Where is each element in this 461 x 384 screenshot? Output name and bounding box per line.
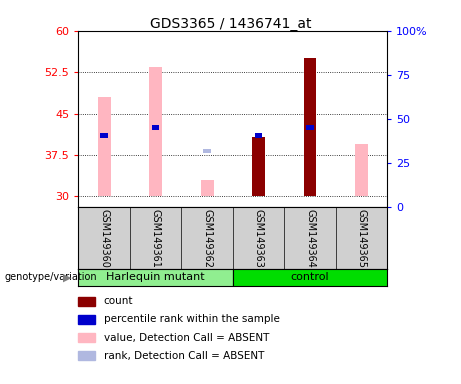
Text: ▶: ▶ xyxy=(63,272,71,283)
Text: control: control xyxy=(291,272,329,283)
Text: GDS3365 / 1436741_at: GDS3365 / 1436741_at xyxy=(150,17,311,31)
Bar xyxy=(100,133,108,138)
Text: GSM149362: GSM149362 xyxy=(202,209,212,268)
Bar xyxy=(304,58,316,196)
Bar xyxy=(203,149,211,153)
Bar xyxy=(201,180,213,196)
Bar xyxy=(252,137,265,196)
Text: count: count xyxy=(104,296,133,306)
Bar xyxy=(152,124,160,130)
Text: genotype/variation: genotype/variation xyxy=(5,272,97,283)
Bar xyxy=(306,124,314,130)
Bar xyxy=(233,269,387,286)
Text: GSM149361: GSM149361 xyxy=(151,209,160,268)
Text: value, Detection Call = ABSENT: value, Detection Call = ABSENT xyxy=(104,333,269,343)
Bar xyxy=(149,66,162,196)
Bar xyxy=(78,269,233,286)
Text: GSM149364: GSM149364 xyxy=(305,209,315,268)
Text: GSM149363: GSM149363 xyxy=(254,209,264,268)
Text: Harlequin mutant: Harlequin mutant xyxy=(106,272,205,283)
Bar xyxy=(98,97,111,196)
Text: GSM149360: GSM149360 xyxy=(99,209,109,268)
Text: percentile rank within the sample: percentile rank within the sample xyxy=(104,314,280,324)
Text: rank, Detection Call = ABSENT: rank, Detection Call = ABSENT xyxy=(104,351,264,361)
Bar xyxy=(254,133,262,138)
Bar xyxy=(355,144,368,196)
Text: GSM149365: GSM149365 xyxy=(356,209,366,268)
